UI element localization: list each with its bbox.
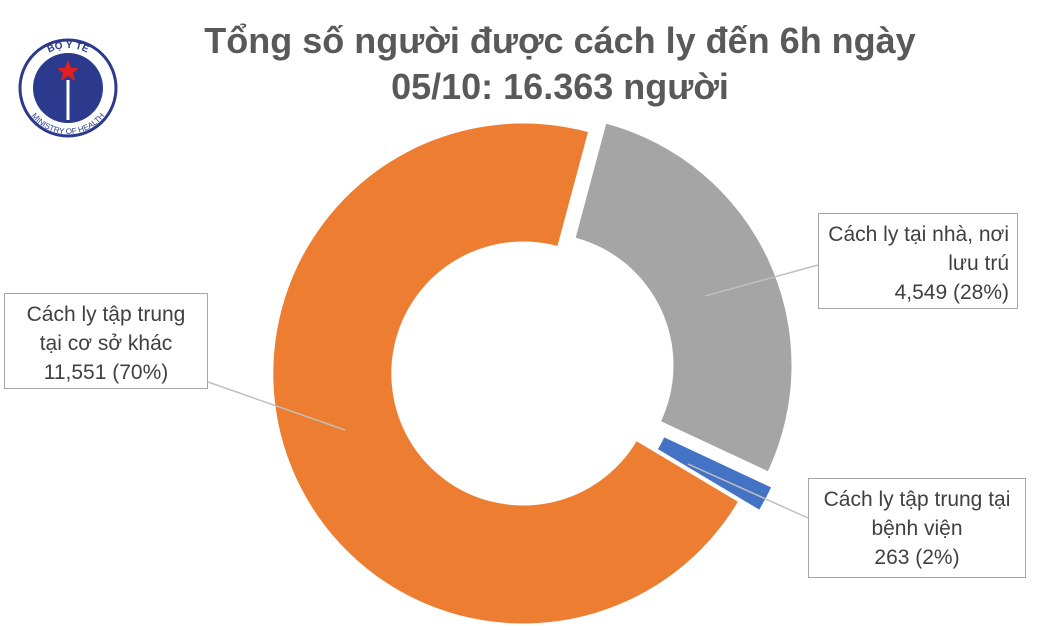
data-label: Cách ly tập trung tại bệnh viện 263 (2%) [808,478,1026,578]
leader-line [687,463,809,519]
logo-top: BỘ Y TẾ [46,38,92,55]
logo: BỘ Y TẾ MINISTRY OF HEALTH [18,38,118,138]
value-label: 263 (2%) [874,546,960,569]
logo-star [57,60,79,81]
donut-slice [657,437,772,510]
category-label: Cách ly tại nhà, nơi lưu trú [828,223,1009,275]
leader-line [207,381,346,431]
category-label: Cách ly tập trung tại bệnh viện [823,488,1011,540]
data-label: Cách ly tập trung tại cơ sở khác 11,551 (… [4,293,208,389]
value-label: 11,551 (70%) [43,361,169,384]
donut-slice [575,123,792,472]
value-label: 4,549 (28%) [894,281,1009,304]
data-label: Cách ly tại nhà, nơi lưu trú 4,549 (28%) [818,213,1018,309]
chart-title: Tổng số người được cách ly đến 6h ngày 0… [204,20,916,107]
leader-line [704,264,819,297]
donut-slice [273,123,738,624]
category-label: Cách ly tập trung tại cơ sở khác [26,303,186,355]
